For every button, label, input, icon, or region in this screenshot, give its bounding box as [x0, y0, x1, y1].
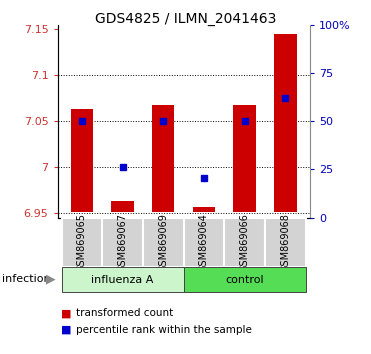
- Bar: [152, 105, 174, 212]
- Text: influenza A: influenza A: [91, 275, 154, 285]
- Bar: [233, 105, 256, 212]
- Bar: [111, 201, 134, 212]
- Text: GSM869065: GSM869065: [77, 213, 87, 272]
- Bar: [184, 267, 306, 292]
- Text: GSM869064: GSM869064: [199, 213, 209, 272]
- Text: transformed count: transformed count: [76, 308, 173, 318]
- Text: infection: infection: [2, 274, 50, 284]
- Text: GSM869067: GSM869067: [118, 213, 128, 272]
- Text: GSM869069: GSM869069: [158, 213, 168, 272]
- Bar: [193, 207, 215, 212]
- Text: ■: ■: [61, 325, 72, 335]
- Text: percentile rank within the sample: percentile rank within the sample: [76, 325, 252, 335]
- Text: ▶: ▶: [46, 273, 56, 285]
- Text: ■: ■: [61, 308, 72, 318]
- Text: GSM869068: GSM869068: [280, 213, 290, 272]
- Bar: [224, 218, 265, 267]
- Bar: [62, 267, 184, 292]
- Text: control: control: [225, 275, 264, 285]
- Bar: [274, 34, 296, 212]
- Bar: [62, 218, 102, 267]
- Bar: [102, 218, 143, 267]
- Text: GDS4825 / ILMN_2041463: GDS4825 / ILMN_2041463: [95, 12, 276, 27]
- Bar: [143, 218, 184, 267]
- Text: GSM869066: GSM869066: [240, 213, 250, 272]
- Bar: [265, 218, 306, 267]
- Bar: [71, 109, 93, 212]
- Bar: [184, 218, 224, 267]
